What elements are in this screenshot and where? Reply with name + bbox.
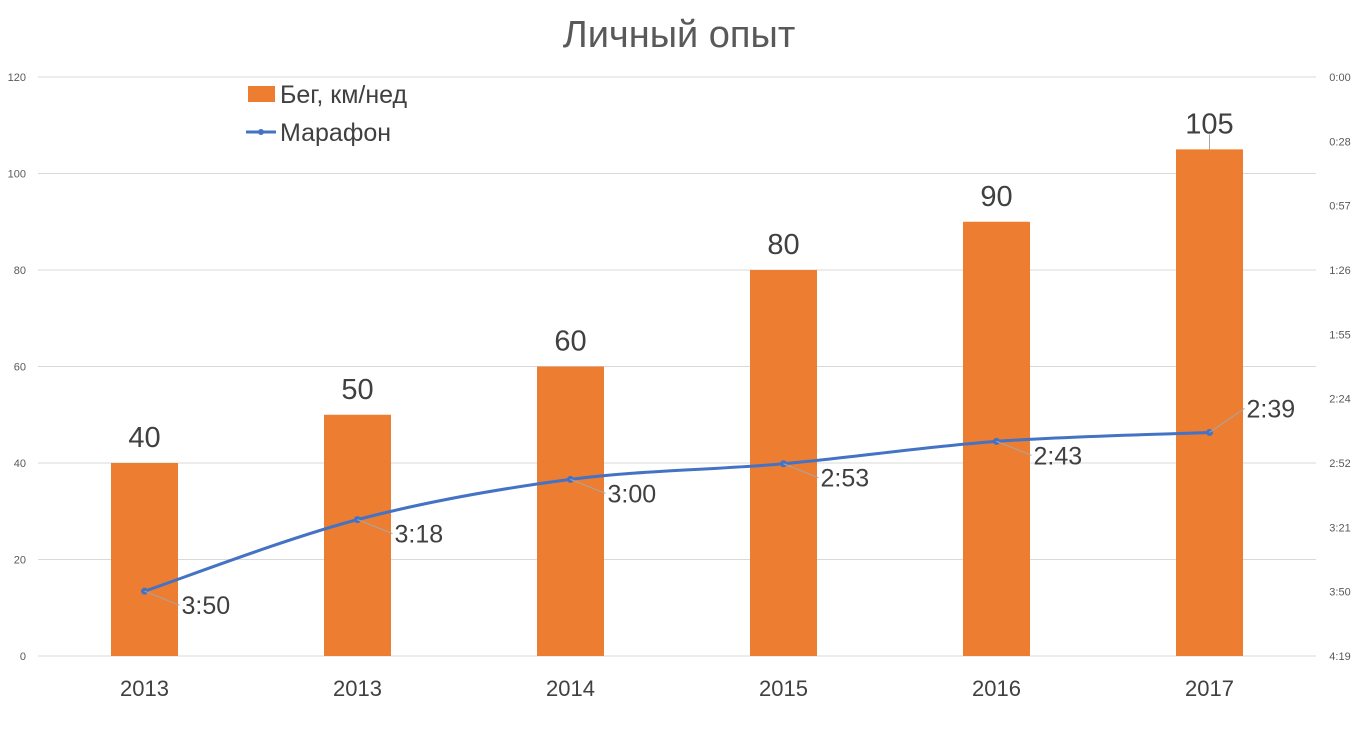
y-right-tick-label: 1:55 — [1329, 329, 1350, 341]
y-left-tick-label: 100 — [8, 169, 26, 181]
y-right-tick-label: 0:00 — [1329, 72, 1350, 84]
x-tick-label: 2013 — [333, 676, 382, 701]
y-right-tick-label: 3:21 — [1329, 522, 1350, 534]
time-value-label: 3:50 — [182, 592, 231, 620]
marathon-line — [144, 430, 1210, 593]
y-right-tick-label: 0:28 — [1329, 136, 1350, 148]
legend-swatch-marker — [258, 129, 264, 135]
time-label-leader — [357, 519, 393, 535]
bar-value-label: 60 — [554, 326, 586, 358]
chart-title: Личный опыт — [563, 14, 795, 56]
y-right-tick-label: 3:50 — [1329, 587, 1350, 599]
y-left-tick-label: 120 — [8, 72, 26, 84]
time-value-label: 3:18 — [395, 521, 444, 549]
time-value-label: 2:39 — [1247, 395, 1296, 423]
legend: Бег, км/нед Марафон — [246, 81, 408, 147]
time-label-leader — [144, 590, 180, 606]
x-tick-label: 2017 — [1185, 676, 1234, 701]
y-left-tick-label: 40 — [14, 458, 26, 470]
y-left-tick-label: 20 — [14, 555, 26, 567]
time-label-leader — [570, 478, 606, 494]
bar — [1176, 149, 1243, 656]
bar — [111, 463, 178, 656]
y-left-tick-label: 80 — [14, 265, 26, 277]
bar-value-label: 50 — [341, 374, 373, 406]
bar — [537, 366, 604, 656]
time-value-label: 2:53 — [821, 465, 870, 493]
y-right-tick-label: 0:57 — [1329, 201, 1350, 213]
bar-value-label: 80 — [767, 229, 799, 261]
legend-label-line: Марафон — [280, 119, 391, 147]
y-right-tick-label: 1:26 — [1329, 265, 1350, 277]
y-right-tick-label: 2:24 — [1329, 394, 1350, 406]
bar-value-label: 90 — [980, 181, 1012, 213]
time-label-leader — [783, 463, 819, 479]
time-value-label: 3:00 — [608, 480, 657, 508]
gridlines — [38, 76, 1316, 657]
x-tick-label: 2014 — [546, 676, 595, 701]
y-left-tick-label: 0 — [20, 651, 26, 663]
time-label-leader — [1209, 408, 1245, 433]
legend-swatch-bar — [248, 86, 275, 102]
x-tick-label: 2016 — [972, 676, 1021, 701]
y-right-tick-label: 2:52 — [1329, 458, 1350, 470]
y-right-tick-label: 4:19 — [1329, 651, 1350, 663]
x-tick-label: 2013 — [120, 676, 169, 701]
time-label-leader — [996, 440, 1032, 456]
y-left-tick-label: 60 — [14, 362, 26, 374]
bar-value-label: 40 — [128, 422, 160, 454]
x-tick-label: 2015 — [759, 676, 808, 701]
legend-label-bar: Бег, км/нед — [280, 81, 408, 109]
bar — [324, 414, 391, 656]
bar-series — [111, 149, 1243, 656]
time-value-label: 2:43 — [1034, 442, 1083, 470]
axes: 0 20 40 60 80 100 120 0:00 0:28 0:57 1:26 1:55 2:24 2… — [8, 72, 1351, 701]
